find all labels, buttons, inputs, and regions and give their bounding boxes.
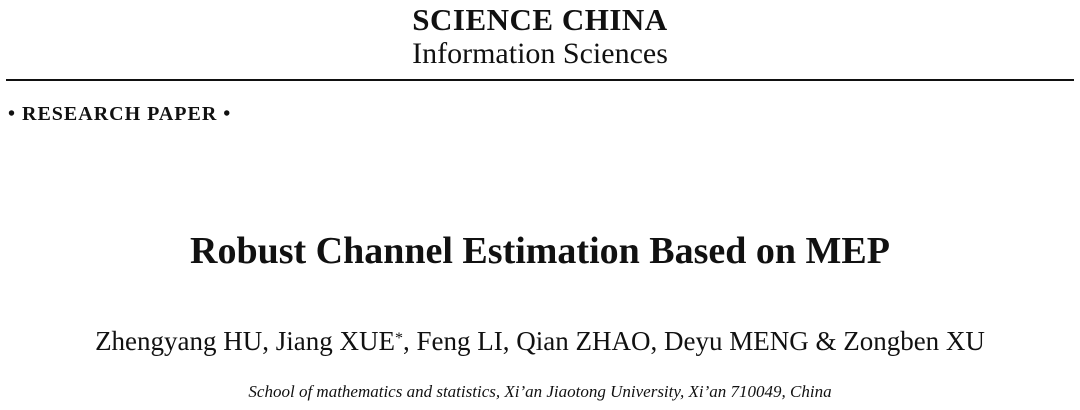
paper-title: Robust Channel Estimation Based on MEP (190, 230, 890, 272)
corresponding-author-mark: * (395, 330, 404, 347)
journal-header: SCIENCE CHINA Information Sciences (0, 2, 1080, 70)
paper-type-label: • RESEARCH PAPER • (8, 103, 232, 125)
journal-name: SCIENCE CHINA (412, 2, 668, 37)
authors-rest: , Feng LI, Qian ZHAO, Deyu MENG & Zongbe… (403, 326, 985, 356)
authors-first: Zhengyang HU, Jiang XUE (95, 326, 396, 356)
journal-subtitle: Information Sciences (412, 37, 668, 70)
affiliation: School of mathematics and statistics, Xi… (248, 382, 832, 401)
header-rule (6, 79, 1074, 81)
author-list: Zhengyang HU, Jiang XUE*, Feng LI, Qian … (0, 325, 1080, 357)
